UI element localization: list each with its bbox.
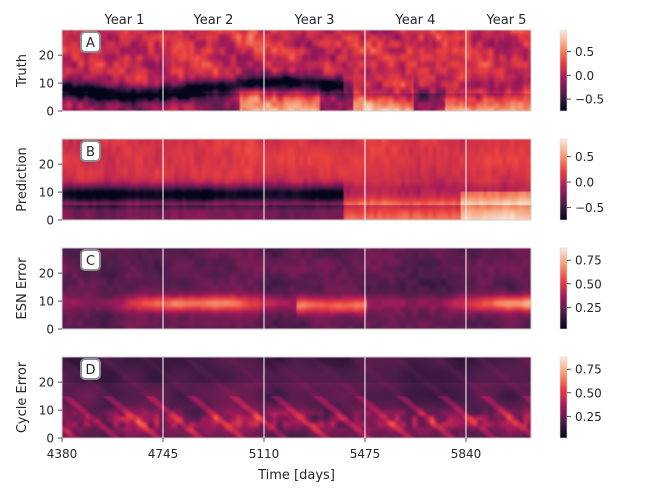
colorbar-tick-label: −0.5 [575,201,604,215]
year-label-3: Year 3 [294,13,335,28]
axes-frame [61,138,532,221]
x-axis-label: Time [days] [257,468,335,483]
panel-letter: A [86,36,95,51]
colorbar-ticks: 0.25 0.50 0.75 [567,254,602,315]
y-axis-label: Truth [15,54,30,88]
y-tick-label: 20 [39,267,54,281]
colorbar-tick-label: 0.0 [575,176,594,190]
year-separators [162,139,467,220]
axes-frame [61,247,532,330]
panel-letter: B [86,145,95,160]
panel-letter-badge: C [80,249,101,271]
year-label-2: Year 2 [193,13,234,28]
y-tick-label: 10 [39,186,54,200]
colorbar-tick-label: 0.50 [575,386,602,400]
y-tick-label: 20 [39,376,54,390]
colorbar-ticks: −0.5 0.0 0.5 [567,45,604,107]
y-tick-label: 10 [39,295,54,309]
year-separators [162,248,467,329]
y-tick-label: 0 [46,432,54,446]
heatmap-image [62,248,531,329]
panel-letter-badge: A [80,31,101,53]
panel-letter-box [80,249,101,271]
y-tick-label: 20 [39,49,54,63]
colorbar [559,138,568,221]
y-tick-label: 10 [39,404,54,418]
colorbar-tick-label: −0.5 [575,93,604,107]
panel-letter: D [85,363,95,378]
y-axis-ticks: 0 10 20 [39,267,62,337]
y-tick-label: 10 [39,77,54,91]
colorbar-ticks: 0.25 0.50 0.75 [567,363,602,424]
panel-letter-badge: B [80,140,101,162]
x-tick-label: 5475 [350,447,381,461]
x-tick-label: 5840 [451,447,482,461]
y-axis-ticks: 0 10 20 [39,376,62,446]
colorbar-tick-label: 0.75 [575,363,602,377]
y-tick-label: 0 [46,214,54,228]
y-tick-label: 20 [39,158,54,172]
panel-letter-box [80,31,101,53]
colorbar-tick-label: 0.5 [575,150,594,164]
colorbar [559,29,568,112]
colorbar-ticks: −0.5 0.0 0.5 [567,150,604,215]
year-separators [162,357,467,438]
year-labels: Year 1 Year 2 Year 3 Year 4 Year 5 [104,13,527,28]
y-axis-label: Cycle Error [15,361,30,433]
colorbar-tick-label: 0.50 [575,277,602,291]
colorbar [559,247,568,330]
year-label-4: Year 4 [395,13,436,28]
heatmap-image [62,357,531,438]
y-axis-ticks: 0 10 20 [39,49,62,119]
panel-letter-box [80,358,101,380]
colorbar [559,356,568,439]
axes-frame [61,29,532,112]
colorbar-tick-label: 0.75 [575,254,602,268]
axes-frame [61,356,532,439]
x-tick-label: 5110 [249,447,280,461]
x-tick-label: 4745 [148,447,179,461]
y-tick-label: 0 [46,323,54,337]
panel-truth: A 0 10 20 Truth −0.5 0.0 0.5 [15,29,604,119]
y-axis-label: Prediction [15,147,30,212]
y-tick-label: 0 [46,105,54,119]
year-label-1: Year 1 [104,13,145,28]
colorbar-tick-label: 0.25 [575,410,602,424]
x-tick-label: 4380 [47,447,78,461]
y-axis-ticks: 0 10 20 [39,158,62,228]
heatmap-image [62,30,531,111]
panel-prediction: B 0 10 20 Prediction −0.5 0.0 0.5 [15,138,604,228]
x-axis-ticks: 4380 4745 5110 5475 5840 [47,438,482,461]
heatmap-image [62,139,531,220]
year-separators [162,30,467,111]
panel-letter-box [80,140,101,162]
panel-letter: C [86,254,95,269]
colorbar-tick-label: 0.0 [575,69,594,83]
colorbar-tick-label: 0.25 [575,301,602,315]
panel-letter-badge: D [80,358,101,380]
year-label-5: Year 5 [486,13,527,28]
panel-cycle-error: D 0 10 20 Cycle Error 0.25 0.50 0.75 [15,356,602,446]
y-axis-label: ESN Error [15,257,30,320]
panel-esn-error: C 0 10 20 ESN Error 0.25 0.50 0.75 [15,247,602,337]
colorbar-tick-label: 0.5 [575,45,594,59]
